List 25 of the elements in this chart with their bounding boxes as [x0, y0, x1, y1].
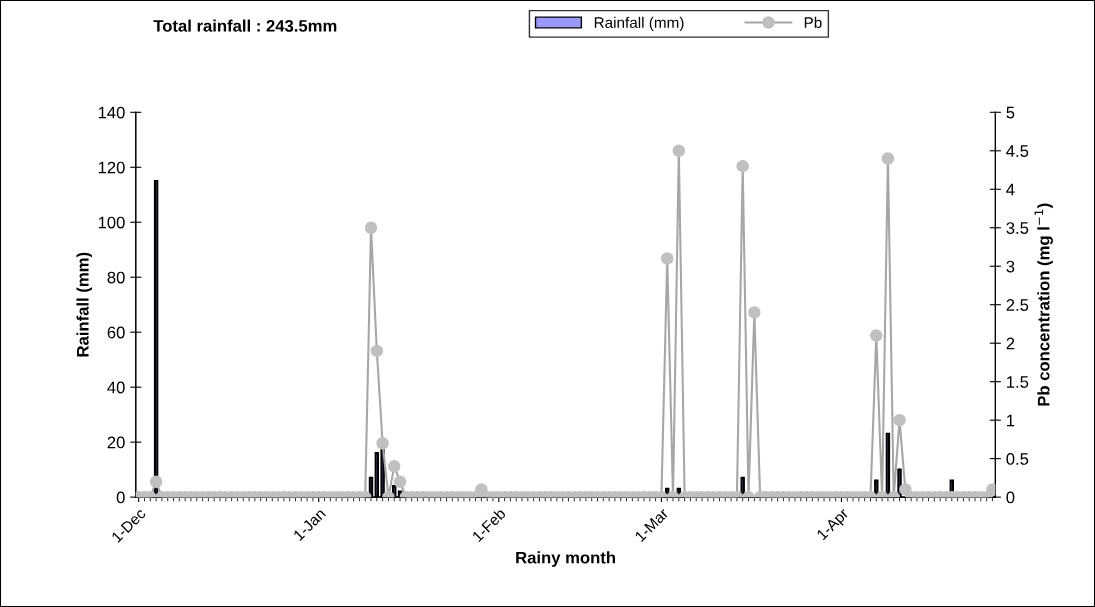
- y-tick-label: 80: [107, 271, 125, 284]
- y-tick-label: 100: [98, 216, 125, 229]
- y2-tick-label: 0.5: [1006, 453, 1029, 465]
- y2-tick-label: 5: [1006, 106, 1015, 119]
- y-tick-label: 40: [107, 381, 125, 394]
- y2-tick-label: 4.5: [1006, 145, 1029, 157]
- y2-tick-label: 3.5: [1006, 222, 1029, 234]
- chart-title: Total rainfall : 243.5mm: [153, 19, 337, 32]
- y2-tick-label: 3: [1006, 260, 1015, 273]
- y2-axis-title: Pb concentration (mg l$^{−1}$): [1034, 203, 1053, 406]
- y2-tick-label: 0: [1006, 491, 1015, 504]
- y2-tick-label: 1: [1007, 414, 1015, 427]
- y-tick-label: 0: [116, 491, 125, 504]
- legend-label: Rainfall (mm): [594, 16, 684, 32]
- y2-tick-label: 2.5: [1006, 299, 1029, 311]
- y2-tick-label: 1.5: [1007, 376, 1029, 388]
- x-axis-title: Rainy month: [516, 551, 615, 567]
- y-tick-label: 140: [98, 106, 125, 119]
- legend-label: Pb: [804, 16, 822, 29]
- y-axis-title: Rainfall (mm): [76, 252, 92, 357]
- y-tick-label: 60: [107, 326, 125, 339]
- y2-tick-label: 4: [1006, 183, 1015, 196]
- y-tick-label: 20: [107, 436, 125, 449]
- y-tick-label: 120: [98, 161, 125, 174]
- y2-tick-label: 2: [1006, 337, 1015, 350]
